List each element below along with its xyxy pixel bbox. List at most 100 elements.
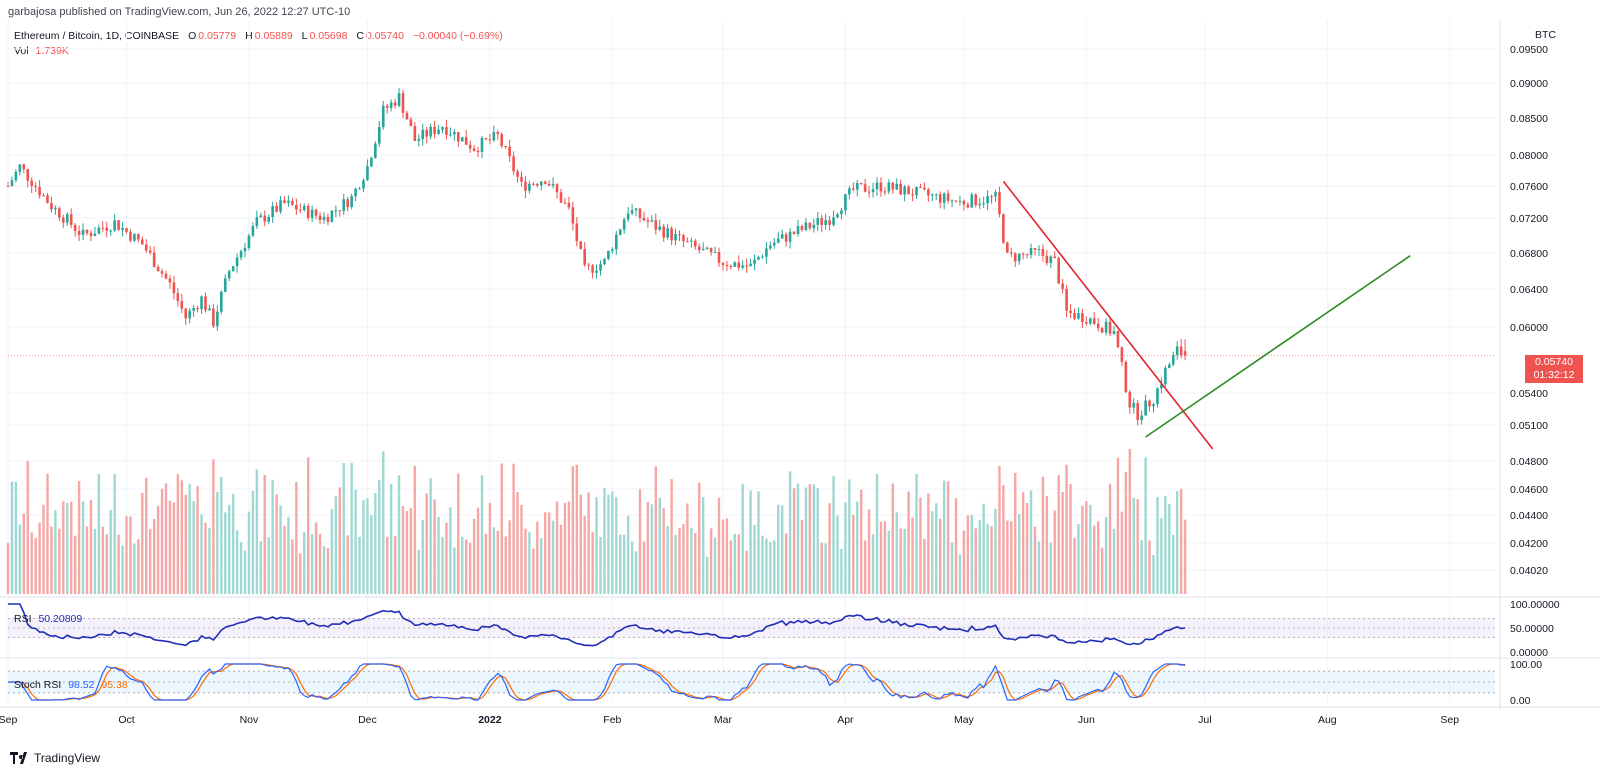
volume-bar: [599, 536, 602, 594]
candle-body: [1045, 255, 1049, 264]
volume-bar: [1053, 510, 1056, 594]
volume-bar: [1002, 485, 1005, 594]
candle-body: [492, 132, 496, 141]
volume-bar: [263, 474, 266, 594]
volume-bar: [350, 462, 353, 594]
candle-body: [433, 126, 436, 135]
candle-body: [583, 248, 586, 265]
candle-body: [792, 231, 796, 234]
candle-body: [180, 300, 184, 309]
candle-body: [401, 93, 405, 113]
rsi-pane: 100.00000 50.00000 0.00000: [8, 599, 1560, 659]
volume-bar: [89, 499, 93, 594]
candle-body: [579, 241, 583, 249]
candle-body: [14, 171, 18, 181]
candle-body: [330, 210, 334, 222]
volume-bar: [212, 459, 215, 594]
currency-label: BTC: [1535, 29, 1556, 41]
volume-bar: [1045, 496, 1049, 594]
rsi-label[interactable]: RSI: [14, 613, 32, 625]
volume-bar: [603, 487, 606, 594]
volume-bar: [1148, 540, 1151, 594]
candle-body: [1108, 321, 1112, 334]
candle-body: [812, 224, 816, 229]
candle-body: [859, 182, 863, 185]
candle-body: [891, 182, 895, 190]
volume-bar: [1018, 513, 1021, 594]
volume-bars: [6, 449, 1187, 594]
candle-body: [1017, 253, 1021, 262]
candle-body: [757, 257, 760, 260]
rsi-value: 50.20809: [38, 613, 83, 625]
candle-body: [89, 233, 93, 237]
candle-body: [393, 102, 397, 106]
candle-body: [954, 200, 958, 202]
volume-bar: [844, 502, 847, 594]
candle-body: [441, 127, 444, 130]
volume-bar: [425, 493, 428, 594]
candle-body: [611, 249, 614, 251]
volume-bar: [674, 534, 677, 594]
candle-body: [338, 210, 342, 212]
volume-bar: [769, 542, 772, 594]
volume-bar: [512, 463, 515, 594]
candle-body: [133, 234, 136, 241]
volume-bar: [1156, 497, 1159, 594]
candle-body: [504, 145, 507, 147]
candle-body: [172, 282, 176, 294]
price-tick-label: 0.08500: [1510, 113, 1548, 125]
price-tick-label: 0.04400: [1510, 510, 1548, 522]
time-tick-label: Apr: [837, 714, 854, 726]
volume-bar: [1041, 476, 1045, 594]
volume-bar: [204, 522, 207, 594]
volume-bar: [109, 509, 112, 594]
candle-body: [571, 207, 575, 224]
stoch-label[interactable]: Stoch RSI: [14, 679, 62, 691]
volume-bar: [1093, 525, 1096, 594]
volume-bar: [382, 451, 385, 594]
tradingview-logo-icon: [10, 752, 27, 764]
volume-bar: [10, 481, 14, 594]
volume-bar: [721, 519, 725, 594]
volume-bar: [1057, 475, 1060, 594]
candle-body: [342, 199, 346, 211]
candle-body: [626, 213, 630, 220]
candle-body: [1073, 313, 1076, 319]
volume-bar: [923, 538, 926, 594]
volume-bar: [958, 554, 962, 594]
symbol-title[interactable]: Ethereum / Bitcoin, 1D, COINBASE: [14, 30, 180, 42]
volume-bar: [93, 528, 97, 594]
candle-body: [1136, 402, 1139, 421]
candle-body: [694, 240, 697, 247]
candle-body: [413, 126, 417, 141]
volume-bar: [939, 518, 942, 594]
candle-body: [871, 189, 875, 193]
candle-body: [934, 194, 938, 196]
footer-brand[interactable]: TradingView: [10, 751, 100, 765]
volume-bar: [66, 502, 69, 594]
candle-body: [551, 184, 555, 186]
volume-bar: [666, 525, 669, 594]
volume-label[interactable]: Vol: [14, 45, 29, 57]
volume-bar: [871, 534, 875, 594]
volume-bar: [326, 548, 330, 594]
candle-body: [603, 258, 606, 265]
candle-body: [832, 217, 835, 225]
volume-bar: [1037, 541, 1041, 594]
time-tick-label: Oct: [118, 714, 134, 726]
candle-body: [840, 210, 843, 215]
candle-body: [532, 183, 535, 185]
volume-bar: [484, 533, 488, 594]
candle-body: [42, 195, 45, 197]
candle-body: [555, 184, 559, 193]
candle-body: [1089, 318, 1092, 324]
candle-body: [271, 206, 274, 217]
volume-bar: [927, 493, 930, 594]
volume-bar: [401, 506, 405, 594]
candle-body: [1069, 310, 1072, 314]
candle-body: [622, 219, 626, 230]
volume-bar: [97, 473, 101, 594]
volume-bar: [1120, 511, 1124, 594]
volume-bar: [476, 507, 480, 594]
